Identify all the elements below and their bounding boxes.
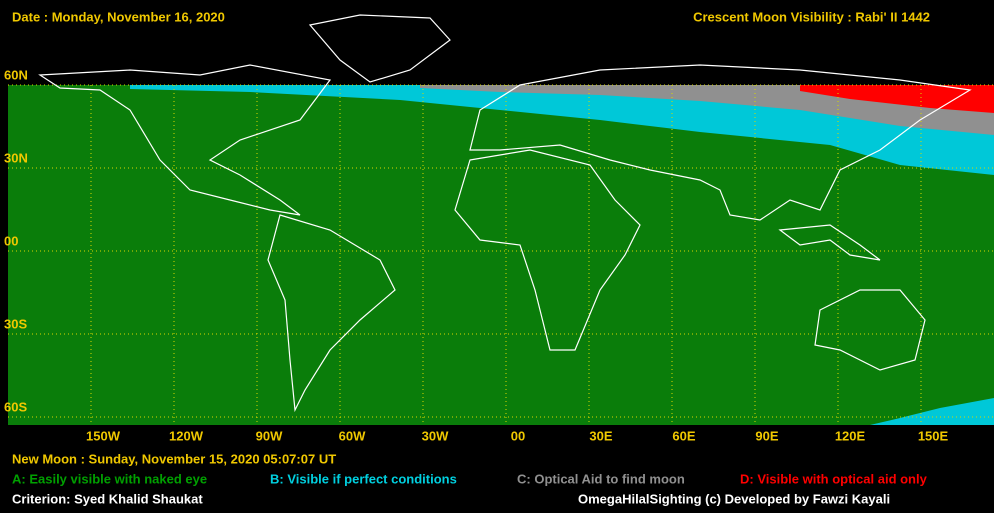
credit: OmegaHilalSighting (c) Developed by Fawz… xyxy=(578,491,890,506)
lon-label: 120E xyxy=(835,428,866,443)
south-america xyxy=(267,214,396,413)
lon-label: 90E xyxy=(755,428,778,443)
lon-label: 60W xyxy=(339,428,366,443)
legend-d: D: Visible with optical aid only xyxy=(740,471,928,486)
coastlines xyxy=(38,14,972,413)
title: Crescent Moon Visibility : Rabi' II 1442 xyxy=(693,9,930,24)
lat-label: 30S xyxy=(4,316,27,331)
lon-label: 00 xyxy=(511,428,525,443)
lat-label: 60S xyxy=(4,399,27,414)
criterion: Criterion: Syed Khalid Shaukat xyxy=(12,491,203,506)
lat-label: 00 xyxy=(4,233,18,248)
lon-label: 60E xyxy=(672,428,695,443)
lon-label: 150E xyxy=(918,428,949,443)
lat-label: 30N xyxy=(4,150,28,165)
zone-b-south xyxy=(870,398,994,425)
lon-label: 30E xyxy=(589,428,612,443)
greenland xyxy=(308,14,451,83)
eurasia xyxy=(469,64,972,221)
lon-label: 90W xyxy=(256,428,283,443)
lon-label: 30W xyxy=(422,428,449,443)
australia xyxy=(814,289,926,371)
lon-label: 150W xyxy=(86,428,121,443)
legend-a: A: Easily visible with naked eye xyxy=(12,471,207,486)
africa xyxy=(454,149,641,351)
new-moon: New Moon : Sunday, November 15, 2020 05:… xyxy=(12,451,336,466)
lon-label: 120W xyxy=(169,428,204,443)
graticule xyxy=(8,84,994,425)
islands xyxy=(778,224,881,261)
legend-c: C: Optical Aid to find moon xyxy=(517,471,685,486)
date: Date : Monday, November 16, 2020 xyxy=(12,9,225,24)
lat-label: 60N xyxy=(4,67,28,82)
zone-d xyxy=(800,85,994,113)
legend-b: B: Visible if perfect conditions xyxy=(270,471,457,486)
north-america xyxy=(38,64,332,216)
